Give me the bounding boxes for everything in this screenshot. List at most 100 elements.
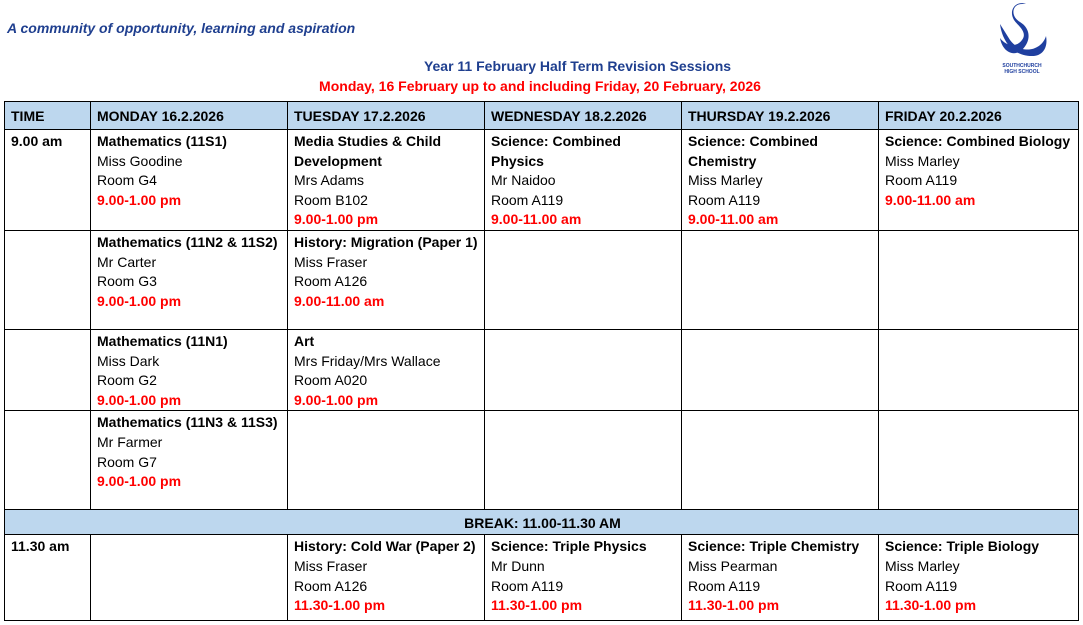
school-logo-swan-icon: SOUTHCHURCH HIGH SCHOOL	[1000, 3, 1047, 75]
session-teacher: Miss Fraser	[294, 253, 368, 270]
session-cell: History: Cold War (Paper 2) Miss Fraser Ro…	[287, 534, 485, 622]
session-teacher: Miss Goodine	[97, 152, 183, 169]
session-subject: Mathematics (11N3 & 11S3)	[97, 414, 278, 431]
break-row: BREAK: 11.00-11.30 AM	[4, 509, 1079, 536]
session-cell	[878, 410, 1079, 511]
session-room: Room G7	[97, 453, 157, 470]
session-hours: 11.30-1.00 pm	[491, 597, 583, 614]
session-cell: Science: Combined Physics Mr Naidoo Room A…	[484, 129, 682, 231]
session-hours: 9.00-11.00 am	[491, 211, 582, 228]
session-room: Room A119	[688, 577, 761, 594]
session-room: Room B102	[294, 191, 368, 208]
session-teacher: Mrs Friday/Mrs Wallace	[294, 352, 441, 369]
session-cell: Science: Combined Biology Miss Marley Room…	[878, 129, 1079, 231]
session-hours: 9.00-1.00 pm	[97, 292, 182, 309]
session-cell	[681, 410, 879, 511]
session-room: Room A119	[491, 191, 564, 208]
session-teacher: Miss Marley	[885, 557, 960, 574]
session-cell: Mathematics (11N1) Miss Dark Room G2 9.00-1…	[90, 328, 288, 412]
session-cell	[484, 229, 682, 330]
session-teacher: Mr Naidoo	[491, 172, 556, 189]
session-subject: Science: Combined Chemistry	[688, 133, 818, 169]
session-subject: Science: Triple Physics	[491, 538, 647, 555]
session-room: Room A119	[688, 191, 761, 208]
session-teacher: Miss Pearman	[688, 557, 778, 574]
column-header: THURSDAY 19.2.2026	[681, 101, 879, 130]
column-header: TIME	[4, 101, 91, 130]
session-room: Room A126	[294, 577, 368, 594]
session-subject: Science: Combined Physics	[491, 133, 621, 169]
column-header: MONDAY 16.2.2026	[90, 101, 288, 130]
session-subject: Mathematics (11S1)	[97, 133, 227, 149]
session-subject: Media Studies & Child Development	[294, 133, 442, 169]
revision-timetable: TIME MONDAY 16.2.2026 TUESDAY 17.2.2026 WED…	[4, 101, 1079, 622]
session-cell: Media Studies & Child Development Mrs Ada…	[287, 129, 485, 231]
session-cell	[878, 229, 1079, 330]
session-cell: Mathematics (11N2 & 11S2) Mr Carter Room G…	[90, 229, 288, 330]
column-header: FRIDAY 20.2.2026	[878, 101, 1079, 130]
session-subject: Science: Combined Biology	[885, 133, 1071, 149]
session-cell: Science: Triple Chemistry Miss Pearman Roo…	[681, 534, 879, 622]
session-cell	[681, 229, 879, 330]
session-hours: 9.00-11.00 am	[885, 191, 976, 208]
session-hours: 9.00-11.00 am	[688, 211, 779, 228]
session-cell: Art Mrs Friday/Mrs Wallace Room A020 9.00-1…	[287, 328, 485, 412]
school-motto: A community of opportunity, learning and…	[7, 20, 356, 36]
session-teacher: Mr Farmer	[97, 433, 163, 450]
session-hours: 9.00-1.00 pm	[97, 191, 182, 208]
session-teacher: Mr Dunn	[491, 557, 545, 574]
session-subject: History: Cold War (Paper 2)	[294, 538, 476, 555]
session-room: Room G4	[97, 172, 157, 189]
time-cell	[4, 328, 91, 412]
session-cell	[287, 410, 485, 511]
table-row: 11.30 am History: Cold War (Paper 2) Miss …	[4, 534, 1079, 622]
svg-text:SOUTHCHURCH: SOUTHCHURCH	[1002, 63, 1042, 69]
session-teacher: Mrs Adams	[294, 172, 365, 189]
session-cell	[484, 410, 682, 511]
session-hours: 9.00-1.00 pm	[294, 211, 379, 228]
session-room: Room G3	[97, 273, 157, 290]
session-hours: 11.30-1.00 pm	[294, 597, 386, 614]
time-cell	[4, 229, 91, 330]
table-row: 9.00 am Mathematics (11S1) Miss Goodine Roo…	[4, 129, 1079, 231]
column-header: WEDNESDAY 18.2.2026	[484, 101, 682, 130]
time-cell	[4, 410, 91, 511]
session-room: Room G2	[97, 372, 157, 389]
session-room: Room A020	[294, 372, 368, 389]
session-cell: Science: Combined Chemistry Miss Marley Ro…	[681, 129, 879, 231]
session-cell: Science: Triple Biology Miss Marley Room A…	[878, 534, 1079, 622]
session-cell: Mathematics (11S1) Miss Goodine Room G4 9.0…	[90, 129, 288, 231]
session-teacher: Miss Marley	[885, 152, 960, 169]
session-subject: Mathematics (11N1)	[97, 332, 228, 349]
time-cell: 9.00 am	[4, 129, 91, 231]
session-cell: Mathematics (11N3 & 11S3) Mr Farmer Room G…	[90, 410, 288, 511]
session-teacher: Miss Fraser	[294, 557, 368, 574]
page-subtitle: Monday, 16 February up to and including …	[319, 78, 761, 94]
table-row: Mathematics (11N2 & 11S2) Mr Carter Room G…	[4, 229, 1079, 330]
svg-text:HIGH SCHOOL: HIGH SCHOOL	[1004, 69, 1039, 75]
session-room: Room A119	[885, 577, 958, 594]
session-subject: Science: Triple Biology	[885, 538, 1040, 555]
session-subject: Mathematics (11N2 & 11S2)	[97, 233, 278, 250]
break-label: BREAK: 11.00-11.30 AM	[4, 509, 1079, 536]
session-teacher: Miss Marley	[688, 172, 763, 189]
session-subject: Art	[294, 332, 315, 349]
session-hours: 9.00-1.00 pm	[97, 391, 182, 408]
session-room: Room A119	[885, 172, 958, 189]
session-room: Room A126	[294, 273, 368, 290]
session-hours: 11.30-1.00 pm	[688, 597, 780, 614]
session-subject: Science: Triple Chemistry	[688, 538, 860, 555]
session-teacher: Mr Carter	[97, 253, 157, 270]
session-cell	[681, 328, 879, 412]
session-cell: History: Migration (Paper 1) Miss Fraser R…	[287, 229, 485, 330]
table-row: Mathematics (11N3 & 11S3) Mr Farmer Room G…	[4, 410, 1079, 511]
session-hours: 11.30-1.00 pm	[885, 597, 977, 614]
time-cell: 11.30 am	[4, 534, 91, 622]
session-hours: 9.00-1.00 pm	[294, 391, 379, 408]
session-cell	[90, 534, 288, 622]
column-header: TUESDAY 17.2.2026	[287, 101, 485, 130]
session-cell: Science: Triple Physics Mr Dunn Room A119 1…	[484, 534, 682, 622]
session-hours: 9.00-1.00 pm	[97, 473, 182, 490]
session-teacher: Miss Dark	[97, 352, 160, 369]
page-title: Year 11 February Half Term Revision Sess…	[423, 58, 732, 74]
